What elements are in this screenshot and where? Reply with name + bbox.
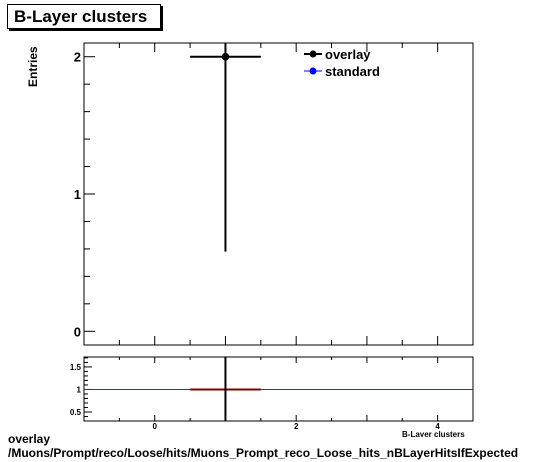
ratio-x-tick-label: 4	[435, 422, 440, 431]
data-point-overlay	[221, 52, 230, 61]
y-tick-label: 2	[74, 50, 81, 65]
ratio-plot-marks	[84, 357, 473, 421]
main-plot-frame	[83, 42, 474, 346]
legend-label-overlay: overlay	[325, 47, 371, 62]
main-axis-ticks: 0 1 2	[74, 43, 474, 345]
ratio-y-tick-label: 1	[77, 385, 82, 394]
footer-line-2: /Muons/Prompt/reco/Loose/hits/Muons_Prom…	[8, 446, 519, 460]
main-plot-marks	[190, 43, 261, 252]
chart-title-box: B-Layer clusters	[7, 4, 161, 29]
ratio-axis-ticks: 0.5 1 1.5 0 2 4	[70, 357, 474, 431]
footer-line-1: overlay	[8, 432, 51, 446]
ratio-x-tick-label: 2	[294, 422, 299, 431]
ratio-y-tick-label: 0.5	[70, 408, 82, 417]
y-tick-label: 0	[74, 324, 81, 339]
legend-label-standard: standard	[325, 64, 380, 79]
main-plot-border	[83, 42, 474, 346]
ratio-y-tick-label: 1.5	[70, 363, 82, 372]
ratio-x-tick-label: 0	[153, 422, 158, 431]
x-axis-label: B-Layer clusters	[402, 430, 465, 437]
legend-marker-overlay	[309, 50, 317, 58]
y-axis-label: Entries	[26, 46, 40, 87]
chart-title: B-Layer clusters	[14, 7, 148, 26]
legend-marker-standard	[309, 67, 317, 75]
legend: overlay standard	[304, 47, 380, 79]
y-tick-label: 1	[74, 187, 81, 202]
